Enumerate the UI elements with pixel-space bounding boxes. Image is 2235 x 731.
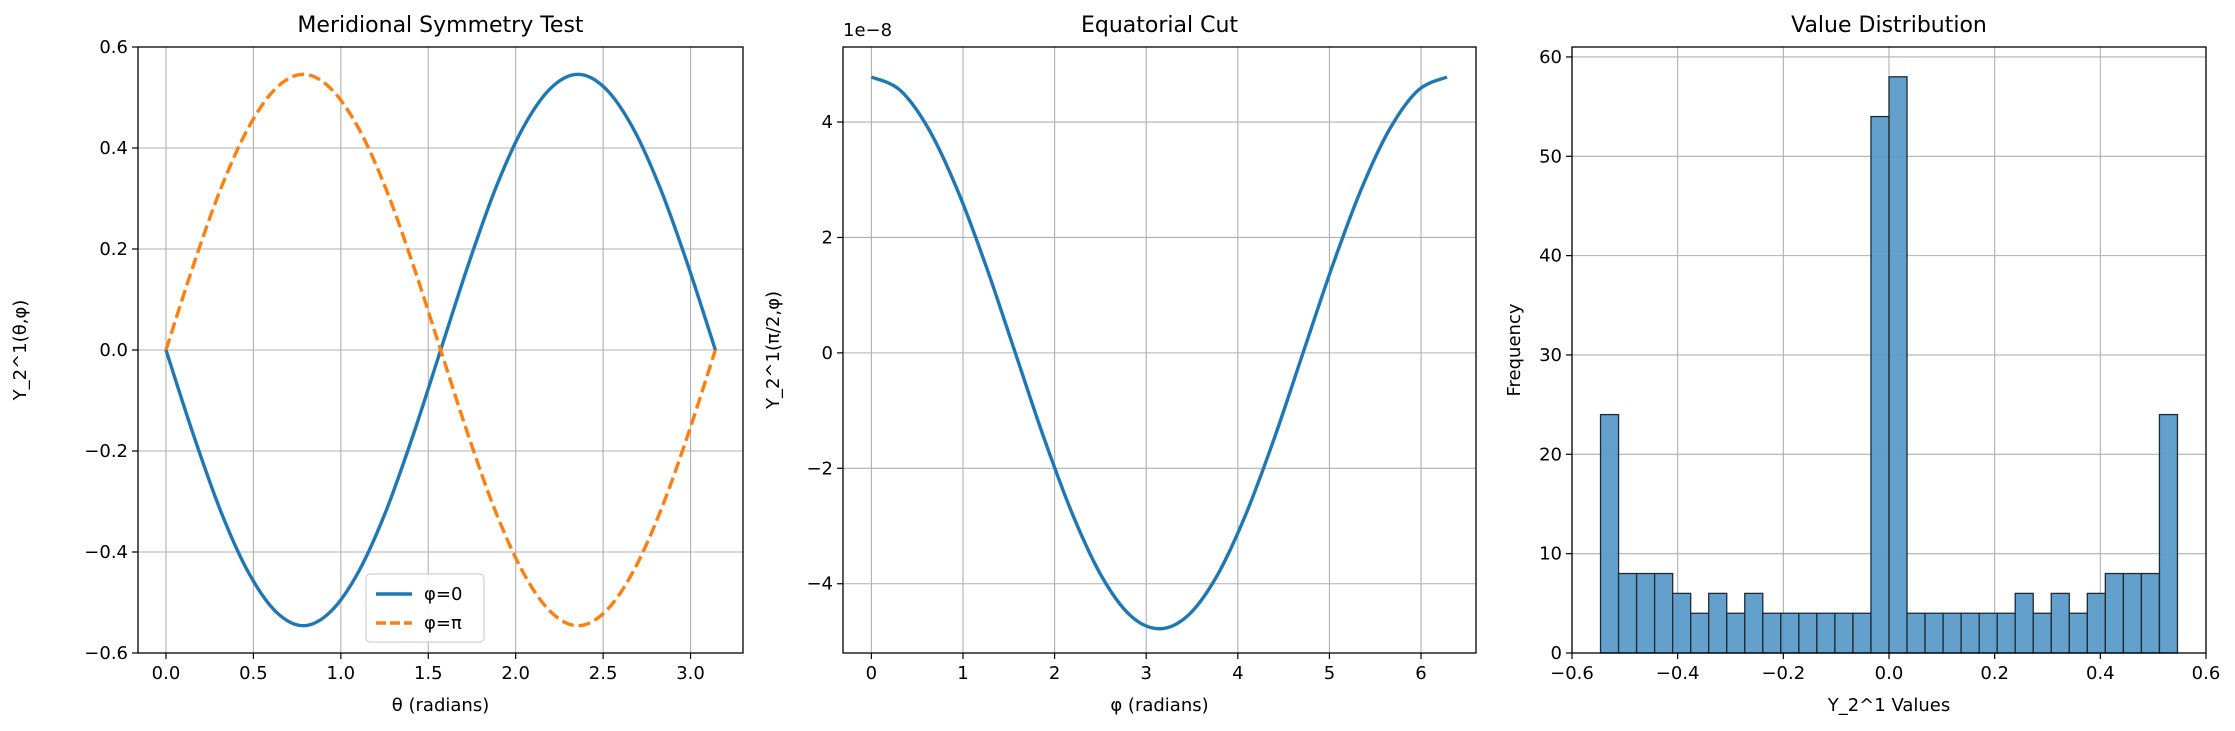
- x-tick-label: 4: [1232, 663, 1243, 684]
- series-line-1: [870, 75, 1448, 631]
- y-tick-label: −0.6: [84, 643, 128, 664]
- series-line-2: [164, 72, 717, 628]
- x-tick-label: 2.0: [501, 663, 530, 684]
- histogram-bar: [1653, 572, 1674, 654]
- x-tick-label: 3: [1140, 663, 1151, 684]
- histogram-bar: [1834, 612, 1854, 654]
- histogram-bar: [1942, 612, 1962, 654]
- histogram-bar: [1708, 592, 1728, 654]
- x-tick-label: 1.5: [414, 663, 443, 684]
- x-tick-label: 0.0: [1875, 663, 1904, 684]
- x-tick-label: 0.5: [239, 663, 268, 684]
- x-tick-label: 0.4: [2086, 663, 2115, 684]
- x-tick-label: 6: [1415, 663, 1426, 684]
- y-tick-label: 60: [1539, 47, 1562, 68]
- x-tick-label: 0: [866, 663, 877, 684]
- x-tick-label: 1.0: [327, 663, 356, 684]
- histogram-bar: [2014, 592, 2034, 654]
- subplot-1: 0.0 0.5 1.0 1.5 2.0 2.5 3.0 −0.6 −0.4 −0.2 0.0 0.2 0…: [10, 13, 744, 716]
- x-axis-label: θ (radians): [392, 695, 489, 716]
- y-tick-label: −4: [806, 574, 833, 595]
- histogram-bar: [1671, 592, 1692, 654]
- histogram-bar: [2158, 413, 2179, 654]
- histogram-bar: [1960, 612, 1980, 654]
- histogram-bar: [2086, 592, 2107, 654]
- histogram-bar: [1906, 612, 1926, 654]
- y-tick-label: 50: [1539, 146, 1562, 167]
- y-tick-label: 20: [1539, 444, 1562, 465]
- y-tick-label: 40: [1539, 246, 1562, 267]
- legend-label-1: φ=0: [424, 584, 462, 605]
- histogram-bar: [1978, 612, 1998, 654]
- x-tick-label: 0.2: [1980, 663, 2009, 684]
- y-tick-label: 30: [1539, 345, 1562, 366]
- y-tick-label: 0: [1551, 643, 1562, 664]
- chart-title: Meridional Symmetry Test: [297, 13, 584, 38]
- histogram-bar: [1852, 612, 1872, 654]
- x-tick-label: −0.6: [1550, 663, 1594, 684]
- axes-frame: [842, 46, 1477, 654]
- chart-title: Equatorial Cut: [1081, 13, 1238, 38]
- histogram-bar: [1744, 592, 1764, 654]
- y-tick-label: 0.0: [99, 340, 128, 361]
- legend-box: [365, 573, 485, 643]
- histogram-bar: [1617, 572, 1638, 654]
- x-tick-label: 0.6: [2192, 663, 2221, 684]
- x-tick-label: 2: [1049, 663, 1060, 684]
- histogram-bar: [1816, 612, 1836, 654]
- subplot-2: 0 1 2 3 4 5 6 −4 −2 0 2 4 Equatorial Cut φ (radians) Y…: [763, 13, 1477, 716]
- y-axis-label: Y_2^1(θ,φ): [10, 300, 31, 402]
- histogram-bar: [1996, 612, 2016, 654]
- histogram-bar: [1780, 612, 1800, 654]
- histogram-bar: [1726, 612, 1746, 654]
- histogram-bar: [1690, 612, 1710, 654]
- y-tick-label: 10: [1539, 544, 1562, 565]
- x-axis-label: φ (radians): [1110, 695, 1208, 716]
- y-tick-label: −2: [806, 458, 833, 479]
- x-tick-label: 2.5: [589, 663, 618, 684]
- y-tick-label: 2: [822, 227, 833, 248]
- histogram-bar: [2032, 612, 2052, 654]
- histogram-bar: [2068, 612, 2088, 654]
- legend: φ=0 φ=π: [365, 573, 485, 643]
- histogram-bar: [1924, 612, 1944, 654]
- y-offset-label: 1e−8: [843, 20, 892, 41]
- histogram-bar: [1888, 76, 1908, 654]
- x-tick-label: 3.0: [676, 663, 705, 684]
- y-tick-label: 4: [822, 112, 833, 133]
- histogram-bar: [1635, 572, 1656, 654]
- subplot-3: −0.6 −0.4 −0.2 0.0 0.2 0.4 0.6 0 10 20 30 40 50 60 Val…: [1504, 13, 2220, 716]
- y-axis-label: Y_2^1(π/2,φ): [763, 291, 784, 410]
- y-tick-label: −0.4: [84, 542, 128, 563]
- y-tick-label: 0.6: [99, 37, 128, 58]
- y-tick-label: 0.2: [99, 239, 128, 260]
- histogram-bar: [2122, 572, 2143, 654]
- x-tick-label: −0.4: [1656, 663, 1700, 684]
- histogram-bar: [1599, 413, 1620, 654]
- chart-title: Value Distribution: [1791, 13, 1987, 38]
- y-axis-label: Frequency: [1504, 303, 1525, 396]
- histogram-bar: [2050, 592, 2070, 654]
- histogram-bar: [2104, 572, 2125, 654]
- histogram-bar: [1762, 612, 1782, 654]
- histogram-bar: [1798, 612, 1818, 654]
- legend-label-2: φ=π: [424, 613, 462, 634]
- y-tick-label: 0: [822, 343, 833, 364]
- y-tick-label: 0.4: [99, 138, 128, 159]
- x-tick-label: 1: [957, 663, 968, 684]
- histogram-bar: [1870, 115, 1890, 654]
- x-tick-label: −0.2: [1761, 663, 1805, 684]
- x-tick-label: 0.0: [152, 663, 181, 684]
- histogram-bar: [2140, 572, 2161, 654]
- x-tick-label: 5: [1324, 663, 1335, 684]
- y-tick-label: −0.2: [84, 441, 128, 462]
- x-axis-label: Y_2^1 Values: [1827, 695, 1951, 716]
